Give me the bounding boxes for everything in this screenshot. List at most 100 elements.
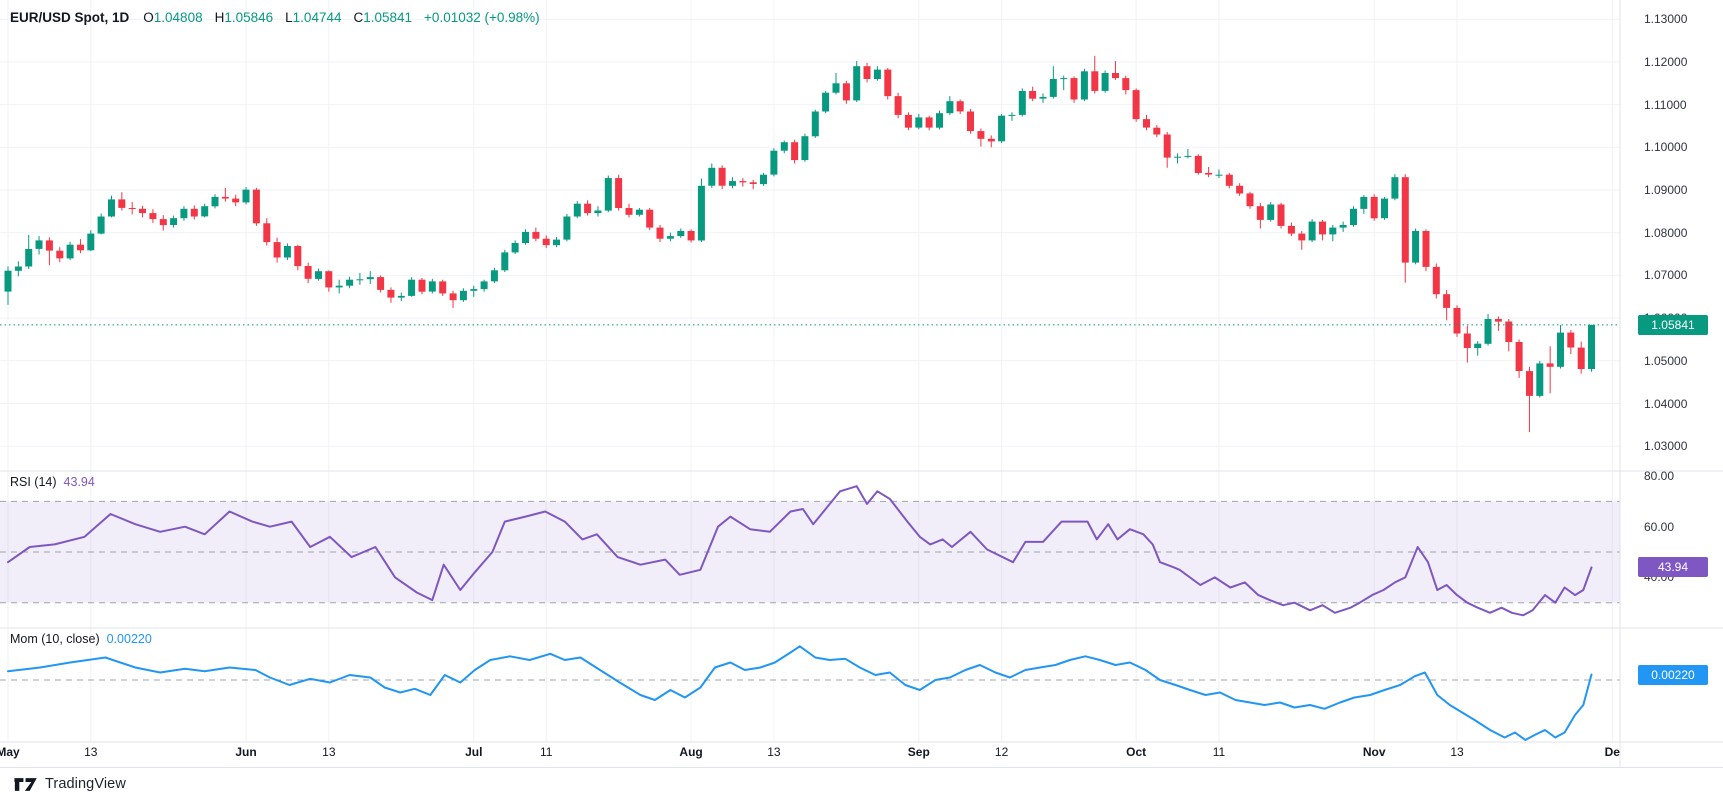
candle-body [646, 209, 654, 228]
time-axis-day-label: 11 [539, 745, 553, 759]
chart-legend[interactable]: EUR/USD Spot, 1D O1.04808 H1.05846 L1.04… [10, 8, 540, 26]
candle-body [1432, 266, 1440, 295]
candle-body [149, 213, 157, 220]
candle-body [1339, 225, 1347, 228]
candle-body [356, 279, 364, 281]
rsi-value: 43.94 [63, 475, 95, 489]
mom-value-badge: 0.00220 [1638, 664, 1708, 685]
candle-body [1060, 78, 1068, 80]
candle-body [873, 69, 881, 79]
candle-body [925, 117, 933, 128]
candle-body [242, 189, 250, 203]
tradingview-link[interactable]: TradingView [14, 776, 126, 792]
open-value: 1.04808 [153, 9, 203, 25]
candle-body [1546, 363, 1554, 367]
mom-pane-legend[interactable]: Mom (10, close) 0.00220 [10, 632, 152, 646]
candle-body [956, 101, 964, 112]
candle-body [1132, 90, 1140, 120]
candle-body [563, 216, 571, 240]
candle-body [1225, 174, 1233, 186]
candle-body [232, 198, 240, 203]
candle-body [252, 189, 260, 224]
candle-body [1526, 371, 1533, 396]
candle-body [1101, 73, 1109, 91]
candle-body [1246, 193, 1254, 207]
candle-body [967, 111, 974, 132]
price-axis-label: 1.03000 [1644, 439, 1688, 454]
candle-body [998, 115, 1006, 142]
candle-body [346, 279, 354, 286]
candle-body [987, 138, 995, 142]
change-value: +0.01032 (+0.98%) [424, 9, 540, 25]
rsi-pane-legend[interactable]: RSI (14) 43.94 [10, 475, 95, 489]
candle-body [4, 270, 12, 292]
candle-body [791, 142, 799, 161]
candle-body [729, 181, 736, 186]
candle-body [625, 208, 633, 215]
candle-body [97, 216, 105, 234]
candle-body [459, 290, 467, 301]
candle-body [1174, 156, 1181, 158]
candle-body [221, 196, 229, 199]
candle-body [1029, 91, 1037, 99]
time-axis[interactable]: May 13 Jun 13 Jul 11 Aug 13 Sep 12 Oct 11 Nov 13 De [0, 742, 1723, 767]
candle-body [304, 266, 312, 279]
rsi-axis-label: 60.00 [1644, 519, 1675, 534]
candle-body [1163, 134, 1171, 158]
candle-body [1153, 127, 1161, 135]
candle-body [1070, 78, 1078, 100]
candle-body [1018, 91, 1026, 115]
candle-body [770, 150, 778, 175]
candle-body [522, 231, 529, 243]
candle-body [56, 250, 64, 259]
candle-body [480, 281, 488, 290]
time-axis-month-label: Jun [235, 745, 257, 759]
candle-body [211, 196, 219, 207]
candle-body [273, 242, 281, 258]
candle-body [946, 101, 954, 114]
candle-body [687, 231, 695, 241]
time-axis-month-label: De [1604, 745, 1620, 759]
candle-body [470, 289, 478, 291]
candle-body [822, 92, 830, 112]
time-axis-month-label: May [0, 745, 20, 759]
time-axis-day-label: 12 [994, 745, 1009, 759]
candlestick-series [4, 55, 1595, 433]
candle-body [739, 181, 747, 183]
close-label: C [353, 9, 364, 25]
time-axis-month-label: Jul [465, 745, 483, 759]
candle-body [1256, 206, 1264, 220]
high-value: 1.05846 [224, 9, 274, 25]
candle-body [14, 266, 22, 271]
candle-body [501, 252, 509, 271]
candle-body [190, 208, 198, 217]
candle-body [490, 270, 498, 282]
candle-body [201, 206, 209, 217]
candle-body [387, 289, 395, 298]
candle-body [294, 246, 302, 267]
candle-body [894, 96, 902, 115]
price-axis-label: 1.04000 [1644, 396, 1688, 411]
candle-body [749, 182, 757, 184]
candle-body [159, 219, 167, 226]
candle-body [1474, 343, 1482, 348]
candle-body [1515, 342, 1523, 371]
candle-body [1588, 324, 1595, 369]
candle-body [1319, 221, 1326, 235]
price-axis[interactable]: 1.13000 1.12000 1.11000 1.10000 1.09000 1.080… [1620, 0, 1723, 767]
candle-body [1412, 231, 1420, 263]
time-axis-day-label: 13 [1450, 745, 1464, 759]
candle-body [1505, 321, 1513, 342]
close-value: 1.05841 [363, 9, 413, 25]
candle-body [118, 199, 126, 208]
price-axis-label: 1.07000 [1644, 268, 1688, 283]
mom-line [7, 645, 1593, 741]
candle-body [977, 131, 985, 139]
candle-body [884, 69, 892, 97]
candle-body [604, 178, 612, 211]
candle-body [1422, 231, 1430, 267]
candle-body [1463, 333, 1471, 348]
candle-body [377, 277, 385, 290]
